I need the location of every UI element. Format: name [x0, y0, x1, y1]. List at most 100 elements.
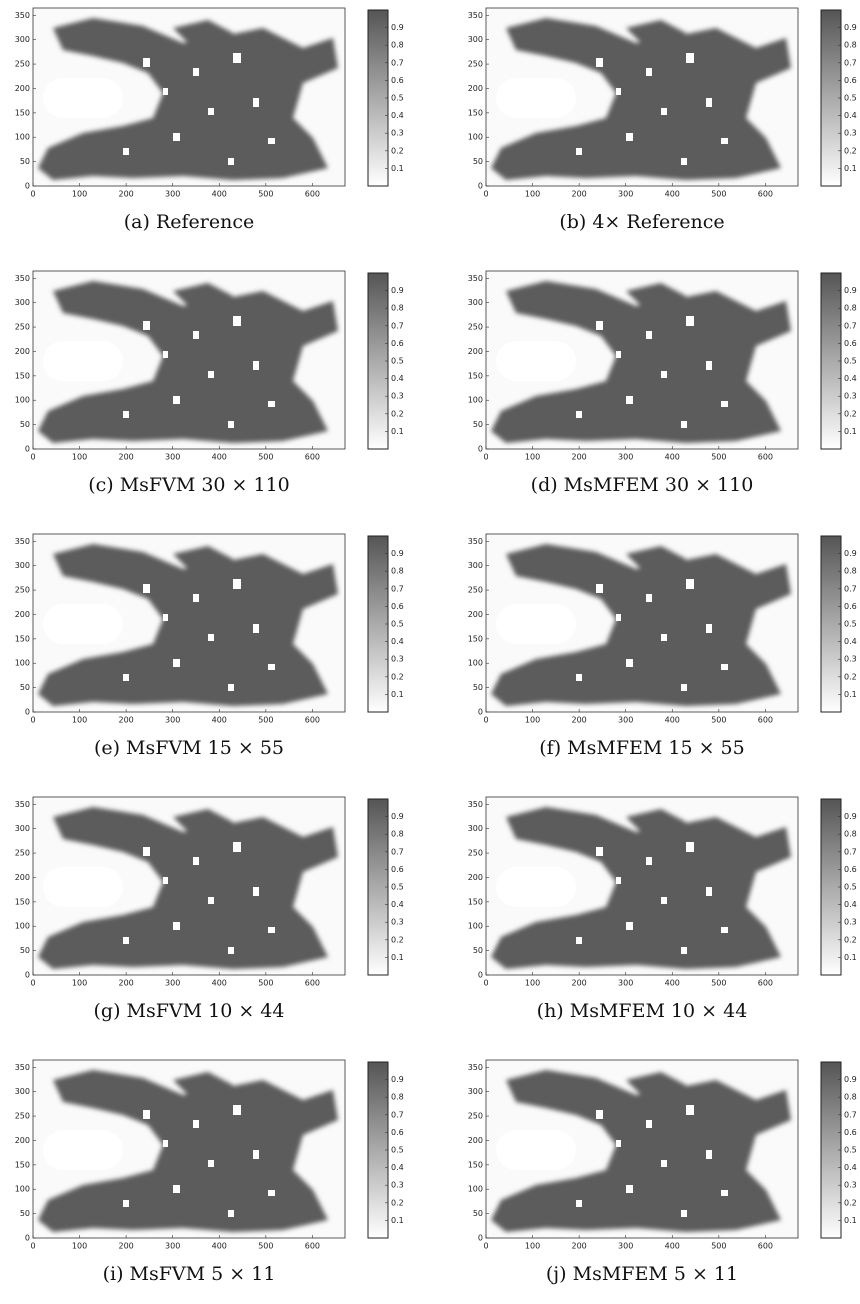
y-tick-label: 350 — [15, 537, 30, 546]
y-tick-label: 100 — [468, 922, 483, 931]
y-tick-label: 250 — [468, 849, 483, 858]
y-tick-label: 100 — [468, 396, 483, 405]
panel: 0 100 200 300 400 500 600 0 50 100 150 200 250 300 350… — [468, 796, 857, 1022]
y-tick-label: 200 — [468, 610, 483, 619]
caption: (h) MsMFEM 10 × 44 — [537, 1000, 748, 1022]
x-tick-label: 500 — [258, 716, 273, 725]
y-tick-label: 200 — [468, 1136, 483, 1145]
colorbar-tick-label: 0.8 — [844, 830, 857, 839]
x-tick-label: 400 — [665, 979, 680, 988]
colorbar-tick-label: 0.4 — [844, 1163, 857, 1172]
colorbar-tick-label: 0.2 — [391, 146, 404, 155]
x-tick-label: 300 — [618, 979, 633, 988]
colorbar-tick-label: 0.7 — [391, 1110, 404, 1119]
y-tick-label: 250 — [468, 1112, 483, 1121]
panel: 0 100 200 300 400 500 600 0 50 100 150 200 250 300 350… — [15, 533, 404, 759]
y-tick-label: 300 — [15, 561, 30, 570]
colorbar-tick-label: 0.2 — [391, 672, 404, 681]
colorbar-tick-label: 0.1 — [391, 164, 404, 173]
y-tick-label: 100 — [468, 1185, 483, 1194]
caption: (a) Reference — [124, 211, 254, 233]
y-tick-label: 350 — [15, 800, 30, 809]
colorbar-tick-label: 0.6 — [844, 339, 857, 348]
colorbar-tick-label: 0.8 — [844, 567, 857, 576]
x-tick-label: 200 — [571, 453, 586, 462]
x-tick-label: 100 — [525, 716, 540, 725]
panel: 0 100 200 300 400 500 600 0 50 100 150 200 250 300 350… — [468, 7, 857, 233]
y-tick-label: 250 — [468, 60, 483, 69]
y-tick-label: 200 — [468, 347, 483, 356]
y-tick-label: 150 — [468, 108, 483, 117]
y-tick-label: 50 — [473, 1209, 483, 1218]
field-image — [486, 534, 798, 712]
colorbar-tick-label: 0.1 — [844, 690, 857, 699]
colorbar-tick-label: 0.9 — [391, 286, 404, 295]
colorbar-tick-label: 0.6 — [391, 339, 404, 348]
y-tick-label: 300 — [468, 561, 483, 570]
x-tick-label: 0 — [483, 979, 488, 988]
x-tick-label: 200 — [571, 190, 586, 199]
panel: 0 100 200 300 400 500 600 0 50 100 150 200 250 300 350… — [15, 796, 404, 1022]
x-tick-label: 600 — [758, 1242, 773, 1251]
field-image — [33, 8, 345, 186]
y-tick-label: 200 — [15, 1136, 30, 1145]
y-tick-label: 50 — [20, 1209, 30, 1218]
x-tick-label: 100 — [72, 1242, 87, 1251]
x-tick-label: 400 — [212, 453, 227, 462]
x-tick-label: 0 — [483, 1242, 488, 1251]
y-tick-label: 100 — [15, 396, 30, 405]
axes-frame — [485, 1059, 799, 1239]
colorbar-tick-label: 0.7 — [391, 321, 404, 330]
y-tick-label: 50 — [473, 683, 483, 692]
colorbar-tick-label: 0.8 — [391, 567, 404, 576]
y-tick-label: 50 — [473, 157, 483, 166]
x-tick-label: 0 — [30, 716, 35, 725]
y-tick-label: 350 — [468, 800, 483, 809]
colorbar-tick-label: 0.3 — [844, 655, 857, 664]
x-tick-label: 600 — [305, 716, 320, 725]
x-tick-label: 600 — [758, 190, 773, 199]
x-tick-label: 300 — [618, 1242, 633, 1251]
x-tick-label: 0 — [30, 979, 35, 988]
colorbar-tick-label: 0.6 — [844, 1128, 857, 1137]
colorbar-tick-label: 0.7 — [844, 584, 857, 593]
field-image — [33, 1060, 345, 1238]
x-tick-label: 300 — [165, 1242, 180, 1251]
y-tick-label: 350 — [15, 1063, 30, 1072]
y-tick-label: 150 — [15, 1160, 30, 1169]
y-tick-label: 100 — [468, 659, 483, 668]
y-tick-label: 150 — [15, 634, 30, 643]
colorbar-tick-label: 0.1 — [844, 953, 857, 962]
colorbar-tick-label: 0.5 — [391, 1146, 404, 1155]
y-tick-label: 50 — [473, 420, 483, 429]
y-tick-label: 350 — [468, 537, 483, 546]
colorbar-tick-label: 0.6 — [844, 76, 857, 85]
y-tick-label: 50 — [20, 683, 30, 692]
y-tick-label: 50 — [20, 946, 30, 955]
panel: 0 100 200 300 400 500 600 0 50 100 150 200 250 300 350… — [15, 1059, 404, 1285]
colorbar-tick-label: 0.9 — [844, 23, 857, 32]
x-tick-label: 100 — [525, 190, 540, 199]
y-tick-label: 150 — [15, 897, 30, 906]
colorbar-tick-label: 0.8 — [391, 1093, 404, 1102]
y-tick-label: 350 — [468, 1063, 483, 1072]
y-tick-label: 200 — [15, 347, 30, 356]
colorbar-tick-label: 0.6 — [391, 76, 404, 85]
colorbar-tick-label: 0.1 — [391, 1216, 404, 1225]
x-tick-label: 600 — [758, 453, 773, 462]
x-tick-label: 600 — [305, 190, 320, 199]
colorbar-tick-label: 0.9 — [391, 23, 404, 32]
field-image — [33, 534, 345, 712]
caption: (f) MsMFEM 15 × 55 — [539, 737, 744, 759]
x-tick-label: 300 — [165, 716, 180, 725]
x-tick-label: 0 — [30, 1242, 35, 1251]
x-tick-label: 300 — [618, 190, 633, 199]
colorbar-tick-label: 0.5 — [844, 1146, 857, 1155]
colorbar-tick-label: 0.2 — [844, 146, 857, 155]
y-tick-label: 200 — [15, 873, 30, 882]
colorbar-tick-label: 0.7 — [391, 847, 404, 856]
colorbar-tick-label: 0.4 — [391, 111, 404, 120]
colorbar-tick-label: 0.4 — [391, 1163, 404, 1172]
x-tick-label: 400 — [212, 716, 227, 725]
colorbar-tick-label: 0.4 — [844, 111, 857, 120]
